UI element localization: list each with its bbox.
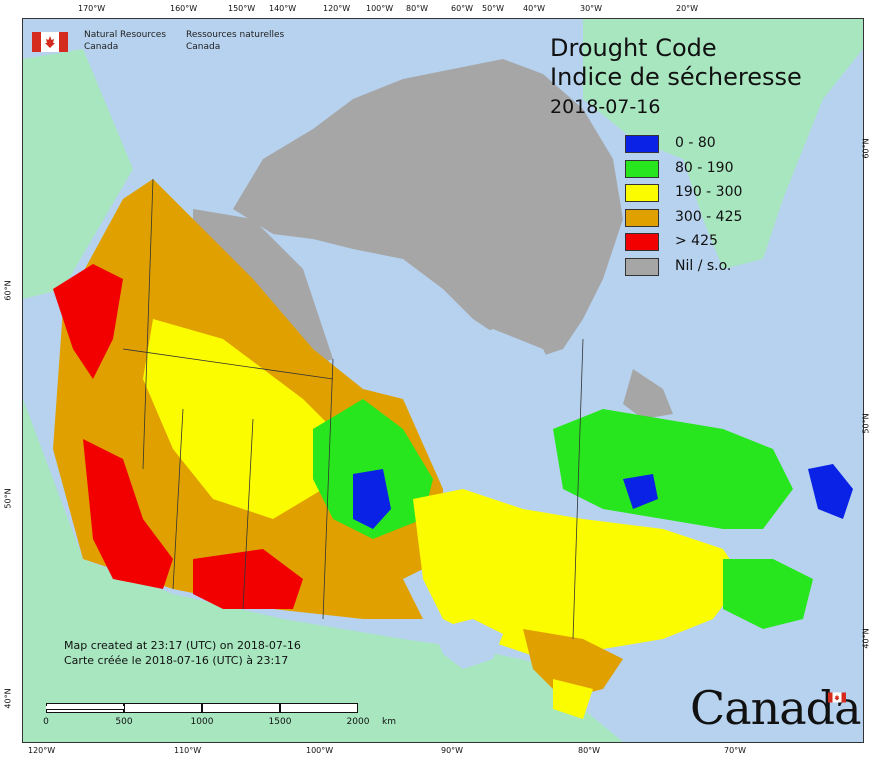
class-190-300-ontario: [413, 489, 743, 659]
graticule-top-label: 80°W: [406, 4, 429, 13]
class-80-190-quebec: [553, 409, 793, 529]
agency-en-line2: Canada: [84, 42, 119, 52]
class-over-425-bc: [53, 264, 123, 379]
graticule-left-label: 60°N: [3, 280, 13, 301]
scale-label: 500: [115, 717, 133, 727]
drought-code-map[interactable]: [22, 18, 864, 743]
class-190-300-prairie: [143, 319, 343, 519]
scale-label: 0: [43, 717, 49, 727]
great-lakes: [433, 619, 503, 669]
legend-item: Nil / s.o.: [625, 257, 825, 282]
legend-swatch: [625, 184, 659, 202]
graticule-top-label: 140°W: [269, 4, 297, 13]
hudson-bay: [393, 329, 568, 469]
greenland-land: [583, 19, 863, 269]
graticule-right-label: 50°N: [861, 413, 871, 434]
scale-segment: [124, 703, 202, 713]
graticule-top-label: 20°W: [676, 4, 699, 13]
canada-flag-icon: [32, 32, 68, 52]
graticule-left-label: 40°N: [3, 688, 13, 709]
agency-signature: Natural Resources Canada Ressources natu…: [32, 30, 332, 62]
graticule-bottom-label: 120°W: [28, 746, 56, 755]
class-over-425-sask: [193, 549, 303, 609]
credits-en: Map created at 23:17 (UTC) on 2018-07-16: [64, 639, 301, 652]
legend-swatch: [625, 159, 659, 178]
legend-swatch: [625, 257, 659, 276]
alaska-land: [23, 49, 133, 299]
class-300-425-southon: [523, 629, 623, 699]
graticule-bottom-label: 90°W: [441, 746, 464, 755]
legend-swatch: [625, 135, 659, 153]
legend-item: 300 - 425: [625, 208, 825, 233]
map-credits: Map created at 23:17 (UTC) on 2018-07-16…: [64, 638, 301, 668]
graticule-top-label: 30°W: [580, 4, 603, 13]
legend-label: > 425: [675, 233, 718, 249]
class-0-80-newfoundland: [808, 464, 853, 519]
provincial-boundaries: [122, 178, 584, 640]
legend-item: 80 - 190: [625, 159, 825, 184]
map-title-block: Drought Code Indice de sécheresse 2018-0…: [550, 34, 850, 118]
graticule-top-label: 40°W: [523, 4, 546, 13]
graticule-bottom-label: 80°W: [578, 746, 601, 755]
map-canvas: [23, 19, 863, 742]
graticule-bottom-label: 100°W: [306, 746, 334, 755]
class-80-190-maritimes: [723, 559, 813, 629]
legend-swatch: [625, 233, 659, 251]
class-0-80-manitoba: [353, 469, 391, 529]
graticule-top-label: 150°W: [228, 4, 256, 13]
class-190-300-swon: [553, 679, 593, 719]
wordmark-text: Canada: [690, 681, 862, 735]
agency-fr-line2: Canada: [186, 42, 221, 52]
graticule-bottom-label: 110°W: [174, 746, 202, 755]
canada-wordmark: Canada: [690, 683, 862, 733]
graticule-top-label: 100°W: [366, 4, 394, 13]
map-title-en: Drought Code: [550, 34, 717, 62]
legend-label: 0 - 80: [675, 135, 716, 151]
legend: 0 - 80 80 - 190 190 - 300 300 - 425 > 42…: [625, 134, 825, 281]
scale-segment: [202, 703, 280, 713]
legend-label: Nil / s.o.: [675, 257, 732, 274]
scale-bar: 0 500 1000 1500 2000 km: [43, 703, 396, 733]
map-date: 2018-07-16: [550, 96, 661, 118]
graticule-top-label: 160°W: [170, 4, 198, 13]
scale-label: 1500: [268, 717, 292, 727]
agency-fr-line1: Ressources naturelles: [186, 30, 285, 40]
graticule-top-label: 170°W: [78, 4, 106, 13]
scale-label: 1000: [190, 717, 214, 727]
class-0-80-quebec: [623, 474, 658, 509]
class-over-425-bc-south: [83, 439, 173, 589]
graticule-top-label: 50°W: [482, 4, 505, 13]
class-80-190-north: [313, 399, 433, 539]
graticule-top-label: 60°W: [451, 4, 474, 13]
map-title-fr: Indice de sécheresse: [550, 63, 802, 91]
legend-label: 190 - 300: [675, 184, 743, 200]
legend-swatch: [625, 208, 659, 227]
legend-label: 300 - 425: [675, 208, 743, 225]
graticule-right-label: 40°N: [861, 628, 871, 649]
hudson-coast-nodata: [193, 209, 333, 369]
legend-label: 80 - 190: [675, 159, 734, 176]
scale-unit: km: [382, 717, 396, 727]
labrador-nodata: [623, 369, 673, 419]
scale-label: 2000: [346, 717, 370, 727]
legend-item: > 425: [625, 232, 825, 257]
scale-segment: [280, 703, 358, 713]
agency-en-line1: Natural Resources: [84, 30, 167, 40]
graticule-bottom-label: 70°W: [724, 746, 747, 755]
scale-segment-inner: [46, 706, 124, 710]
graticule-top-label: 120°W: [323, 4, 351, 13]
legend-item: 0 - 80: [625, 134, 825, 159]
arctic-islands: [233, 59, 623, 359]
wordmark-flag-icon: [828, 692, 846, 703]
legend-item: 190 - 300: [625, 183, 825, 208]
graticule-left-label: 50°N: [3, 488, 13, 509]
graticule-right-label: 60°N: [861, 138, 871, 159]
credits-fr: Carte créée le 2018-07-16 (UTC) à 23:17: [64, 654, 289, 667]
